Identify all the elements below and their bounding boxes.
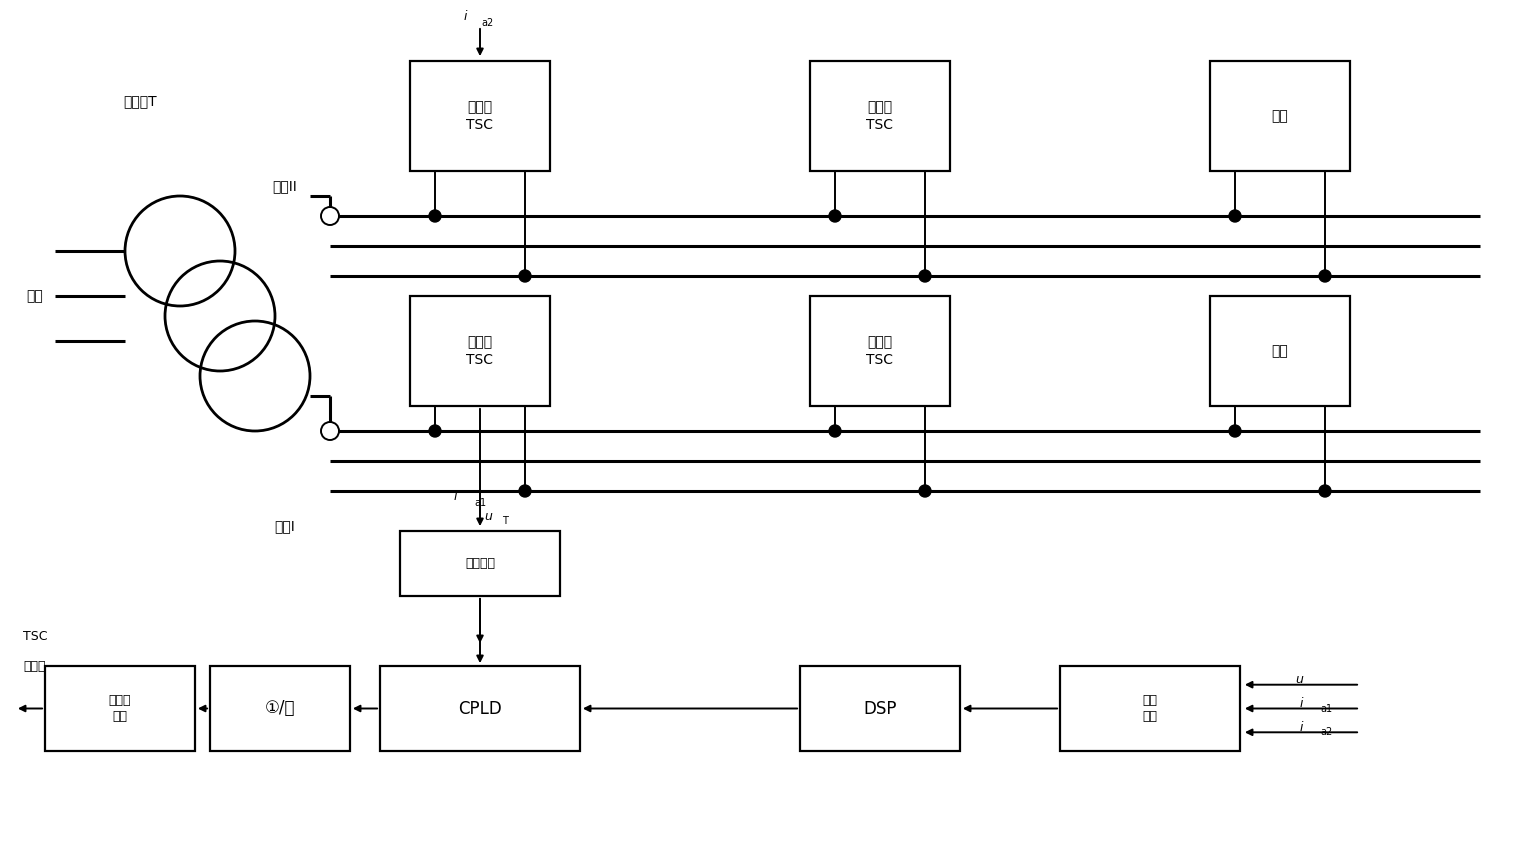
Text: a2: a2 xyxy=(1319,728,1332,737)
Text: a1: a1 xyxy=(1319,704,1332,713)
Circle shape xyxy=(1319,485,1332,497)
Text: a1: a1 xyxy=(474,498,486,508)
Text: 变压器T: 变压器T xyxy=(123,94,157,108)
Text: a2: a2 xyxy=(482,18,494,28)
Text: DSP: DSP xyxy=(863,700,897,717)
Text: u: u xyxy=(483,510,492,523)
FancyBboxPatch shape xyxy=(210,666,350,751)
FancyBboxPatch shape xyxy=(1210,61,1350,171)
Text: i: i xyxy=(453,489,456,502)
Text: 第一组
TSC: 第一组 TSC xyxy=(467,335,494,367)
Circle shape xyxy=(920,270,930,282)
Text: 调理电路: 调理电路 xyxy=(465,557,496,570)
Text: TSC: TSC xyxy=(23,630,47,643)
Circle shape xyxy=(828,425,841,437)
FancyBboxPatch shape xyxy=(400,531,559,596)
Circle shape xyxy=(321,422,339,440)
FancyBboxPatch shape xyxy=(800,666,961,751)
Text: 调理
电路: 调理 电路 xyxy=(1143,694,1158,723)
Text: CPLD: CPLD xyxy=(458,700,502,717)
Text: 第二组
TSC: 第二组 TSC xyxy=(467,100,494,132)
FancyBboxPatch shape xyxy=(1210,296,1350,406)
Text: i: i xyxy=(1300,697,1304,710)
Text: i: i xyxy=(464,9,467,22)
Text: i: i xyxy=(1300,721,1304,734)
Circle shape xyxy=(1319,270,1332,282)
FancyBboxPatch shape xyxy=(810,61,950,171)
Text: 第四组
TSC: 第四组 TSC xyxy=(866,100,894,132)
Text: 负载: 负载 xyxy=(1272,344,1289,358)
Circle shape xyxy=(1230,210,1240,222)
Circle shape xyxy=(828,210,841,222)
Circle shape xyxy=(1230,425,1240,437)
Text: 第三组
TSC: 第三组 TSC xyxy=(866,335,894,367)
Circle shape xyxy=(429,425,441,437)
Circle shape xyxy=(920,485,930,497)
FancyBboxPatch shape xyxy=(410,61,550,171)
FancyBboxPatch shape xyxy=(810,296,950,406)
Circle shape xyxy=(518,485,530,497)
Text: 副边I: 副边I xyxy=(275,519,295,533)
Text: 脉冲变
压器: 脉冲变 压器 xyxy=(109,694,131,723)
Circle shape xyxy=(518,270,530,282)
Circle shape xyxy=(321,207,339,225)
FancyBboxPatch shape xyxy=(410,296,550,406)
Text: ①/一: ①/一 xyxy=(264,700,295,717)
FancyBboxPatch shape xyxy=(46,666,195,751)
Text: 副边II: 副边II xyxy=(272,179,298,193)
Text: 原边: 原边 xyxy=(27,289,44,303)
Circle shape xyxy=(429,210,441,222)
Text: T: T xyxy=(502,516,508,526)
FancyBboxPatch shape xyxy=(380,666,581,751)
FancyBboxPatch shape xyxy=(1059,666,1240,751)
Text: 晶阀管: 晶阀管 xyxy=(24,660,46,672)
Text: 负载: 负载 xyxy=(1272,109,1289,123)
Text: u: u xyxy=(1295,673,1303,686)
